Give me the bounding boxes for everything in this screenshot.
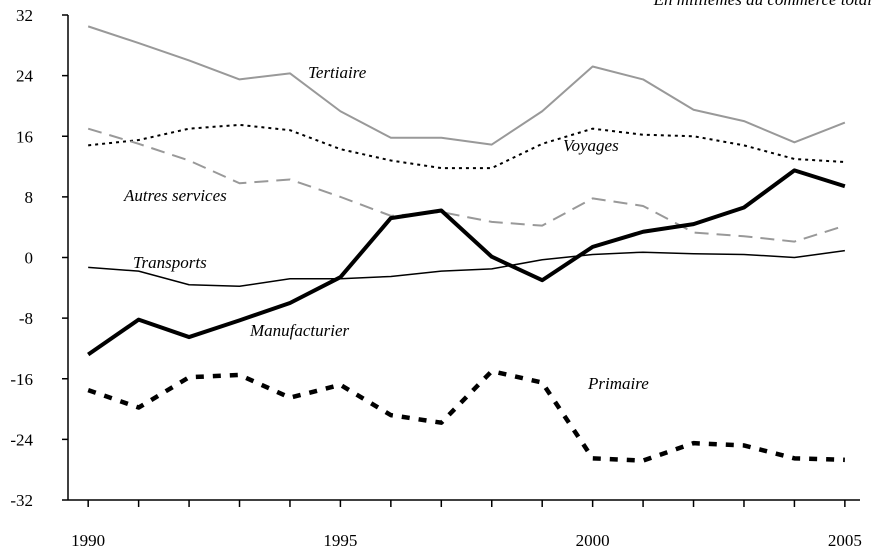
series-label: Primaire xyxy=(587,374,649,393)
series-label: Autres services xyxy=(123,186,227,205)
x-tick-label: 1990 xyxy=(71,531,105,550)
series-label: Voyages xyxy=(563,136,619,155)
x-tick-label: 1995 xyxy=(323,531,357,550)
x-tick-label: 2000 xyxy=(576,531,610,550)
series-label: Transports xyxy=(133,253,207,272)
y-tick-label: -32 xyxy=(10,491,33,510)
series-line xyxy=(88,123,845,170)
series-label: Tertiaire xyxy=(308,63,367,82)
y-tick-label: 32 xyxy=(16,6,33,25)
y-tick-label: 8 xyxy=(25,188,34,207)
y-tick-label: 16 xyxy=(16,127,33,146)
series-line xyxy=(87,127,846,243)
y-tick-label: -8 xyxy=(19,309,33,328)
y-tick-label: 24 xyxy=(16,67,34,86)
annotation: En millièmes du commerce total xyxy=(653,0,873,9)
series-label: Manufacturier xyxy=(249,321,350,340)
series-line xyxy=(87,25,846,146)
y-tick-label: -16 xyxy=(10,370,33,389)
series-line xyxy=(88,249,845,288)
series-line xyxy=(87,168,846,357)
series-line xyxy=(87,368,845,463)
y-tick-label: -24 xyxy=(10,430,33,449)
x-tick-label: 2005 xyxy=(828,531,862,550)
y-tick-label: 0 xyxy=(25,249,34,268)
